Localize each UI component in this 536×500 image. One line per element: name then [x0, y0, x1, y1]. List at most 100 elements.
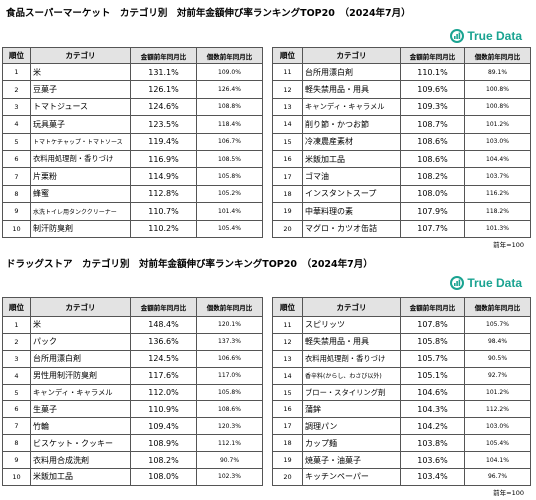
amount-ratio: 108.2% [400, 167, 465, 186]
category: マグロ・カツオ缶詰 [302, 219, 401, 238]
rank: 8 [2, 434, 31, 453]
row: 17 ゴマ油 108.2% 103.7% [272, 167, 531, 186]
category: 衣料用合成洗剤 [30, 451, 131, 470]
amount-ratio: 110.9% [130, 400, 197, 419]
rank: 1 [2, 316, 31, 334]
category: キッチンペーパー [302, 468, 401, 486]
amount-ratio: 108.9% [130, 434, 197, 453]
rank: 18 [272, 184, 303, 204]
header-rank: 順位 [2, 297, 31, 317]
rank: 6 [2, 400, 31, 419]
ranking-table: 順位 カテゴリ 金額前年同月比 個数前年同月比 1 米 131.1% 109.0% 2 豆菓子 12… [2, 47, 263, 238]
row: 5 キャンディ・キャラメル 112.0% 105.8% [2, 383, 263, 402]
header-category: カテゴリ [302, 47, 401, 64]
count-ratio: 112.2% [464, 400, 531, 419]
category: 米飯加工品 [302, 149, 401, 169]
count-ratio: 108.6% [196, 400, 263, 419]
category: インスタントスープ [302, 184, 401, 204]
category: 米飯加工品 [30, 468, 131, 486]
ranking-table: 順位 カテゴリ 金額前年同月比 個数前年同月比 11 台所用漂白剤 110.1% 89.1% 1… [272, 47, 531, 238]
logo: True Data [450, 29, 522, 43]
row: 8 ビスケット・クッキー 108.9% 112.1% [2, 434, 263, 453]
category: 削り節・かつお節 [302, 115, 401, 134]
category: 生菓子 [30, 400, 131, 419]
row: 2 パック 136.6% 137.3% [2, 332, 263, 351]
category: 中華料理の素 [302, 202, 401, 221]
row: 12 軽失禁用品・用具 109.6% 100.8% [272, 80, 531, 99]
header-count-ratio: 個数前年同月比 [464, 297, 531, 317]
section-title: ドラッグストア カテゴリ別 対前年金額伸び率ランキングTOP20 （2024年7… [6, 259, 373, 270]
category: 衣料用処理剤・香りづけ [302, 349, 401, 368]
category: トマトジュース [30, 97, 131, 117]
category: 豆菓子 [30, 80, 131, 99]
row: 18 インスタントスープ 108.0% 116.2% [272, 184, 531, 204]
rank: 4 [2, 115, 31, 134]
rank: 3 [2, 97, 31, 117]
row: 4 玩具菓子 123.5% 118.4% [2, 115, 263, 134]
category: 軽失禁用品・用具 [302, 332, 401, 351]
category: パック [30, 332, 131, 351]
category: 男性用制汗防臭剤 [30, 366, 131, 385]
header-amount-ratio: 金額前年同月比 [130, 47, 197, 64]
rank: 2 [2, 332, 31, 351]
rank: 7 [2, 417, 31, 436]
amount-ratio: 105.7% [400, 349, 465, 368]
row: 20 マグロ・カツオ缶詰 107.7% 101.3% [272, 219, 531, 238]
row: 20 キッチンペーパー 103.4% 96.7% [272, 468, 531, 486]
row: 8 蜂蜜 112.8% 105.2% [2, 184, 263, 204]
row: 19 焼菓子・油菓子 103.6% 104.1% [272, 451, 531, 470]
count-ratio: 101.4% [196, 202, 263, 221]
row: 6 生菓子 110.9% 108.6% [2, 400, 263, 419]
rank: 9 [2, 451, 31, 470]
amount-ratio: 114.9% [130, 167, 197, 186]
category: キャンディ・キャラメル [30, 383, 131, 402]
row: 14 香辛料(からし、わさび以外) 105.1% 92.7% [272, 366, 531, 385]
rank: 15 [272, 132, 303, 151]
rank: 10 [2, 468, 31, 486]
header-rank: 順位 [272, 47, 303, 64]
amount-ratio: 107.8% [400, 316, 465, 334]
amount-ratio: 124.6% [130, 97, 197, 117]
amount-ratio: 116.9% [130, 149, 197, 169]
row: 15 ブロー・スタイリング剤 104.6% 101.2% [272, 383, 531, 402]
header-rank: 順位 [2, 47, 31, 64]
row: 18 カップ麺 103.8% 105.4% [272, 434, 531, 453]
amount-ratio: 110.7% [130, 202, 197, 221]
category: 香辛料(からし、わさび以外) [302, 366, 401, 385]
category: スピリッツ [302, 316, 401, 334]
rank: 9 [2, 202, 31, 221]
note: 前年=100 [493, 489, 524, 497]
amount-ratio: 107.7% [400, 219, 465, 238]
category: ゴマ油 [302, 167, 401, 186]
amount-ratio: 110.1% [400, 62, 465, 82]
rank: 12 [272, 80, 303, 99]
header-category: カテゴリ [30, 297, 131, 317]
rank: 5 [2, 383, 31, 402]
count-ratio: 101.3% [464, 219, 531, 238]
section-title: 食品スーパーマーケット カテゴリ別 対前年金額伸び率ランキングTOP20 （20… [6, 8, 411, 19]
count-ratio: 120.3% [196, 417, 263, 436]
count-ratio: 105.4% [464, 434, 531, 453]
category: トマトケチャップ・トマトソース [30, 132, 131, 151]
amount-ratio: 112.8% [130, 184, 197, 204]
category: ビスケット・クッキー [30, 434, 131, 453]
rank: 6 [2, 149, 31, 169]
category: 蜂蜜 [30, 184, 131, 204]
count-ratio: 126.4% [196, 80, 263, 99]
count-ratio: 101.2% [464, 115, 531, 134]
count-ratio: 90.5% [464, 349, 531, 368]
ranking-table: 順位 カテゴリ 金額前年同月比 個数前年同月比 11 スピリッツ 107.8% 105.7% 1… [272, 297, 531, 486]
row: 7 竹輪 109.4% 120.3% [2, 417, 263, 436]
header-count-ratio: 個数前年同月比 [464, 47, 531, 64]
count-ratio: 117.0% [196, 366, 263, 385]
amount-ratio: 148.4% [130, 316, 197, 334]
row: 4 男性用制汗防臭剤 117.6% 117.0% [2, 366, 263, 385]
amount-ratio: 103.4% [400, 468, 465, 486]
row: 17 調理パン 104.2% 103.0% [272, 417, 531, 436]
logo: True Data [450, 276, 522, 290]
row: 16 蒲鉾 104.3% 112.2% [272, 400, 531, 419]
header-category: カテゴリ [30, 47, 131, 64]
count-ratio: 109.0% [196, 62, 263, 82]
count-ratio: 116.2% [464, 184, 531, 204]
category: 調理パン [302, 417, 401, 436]
